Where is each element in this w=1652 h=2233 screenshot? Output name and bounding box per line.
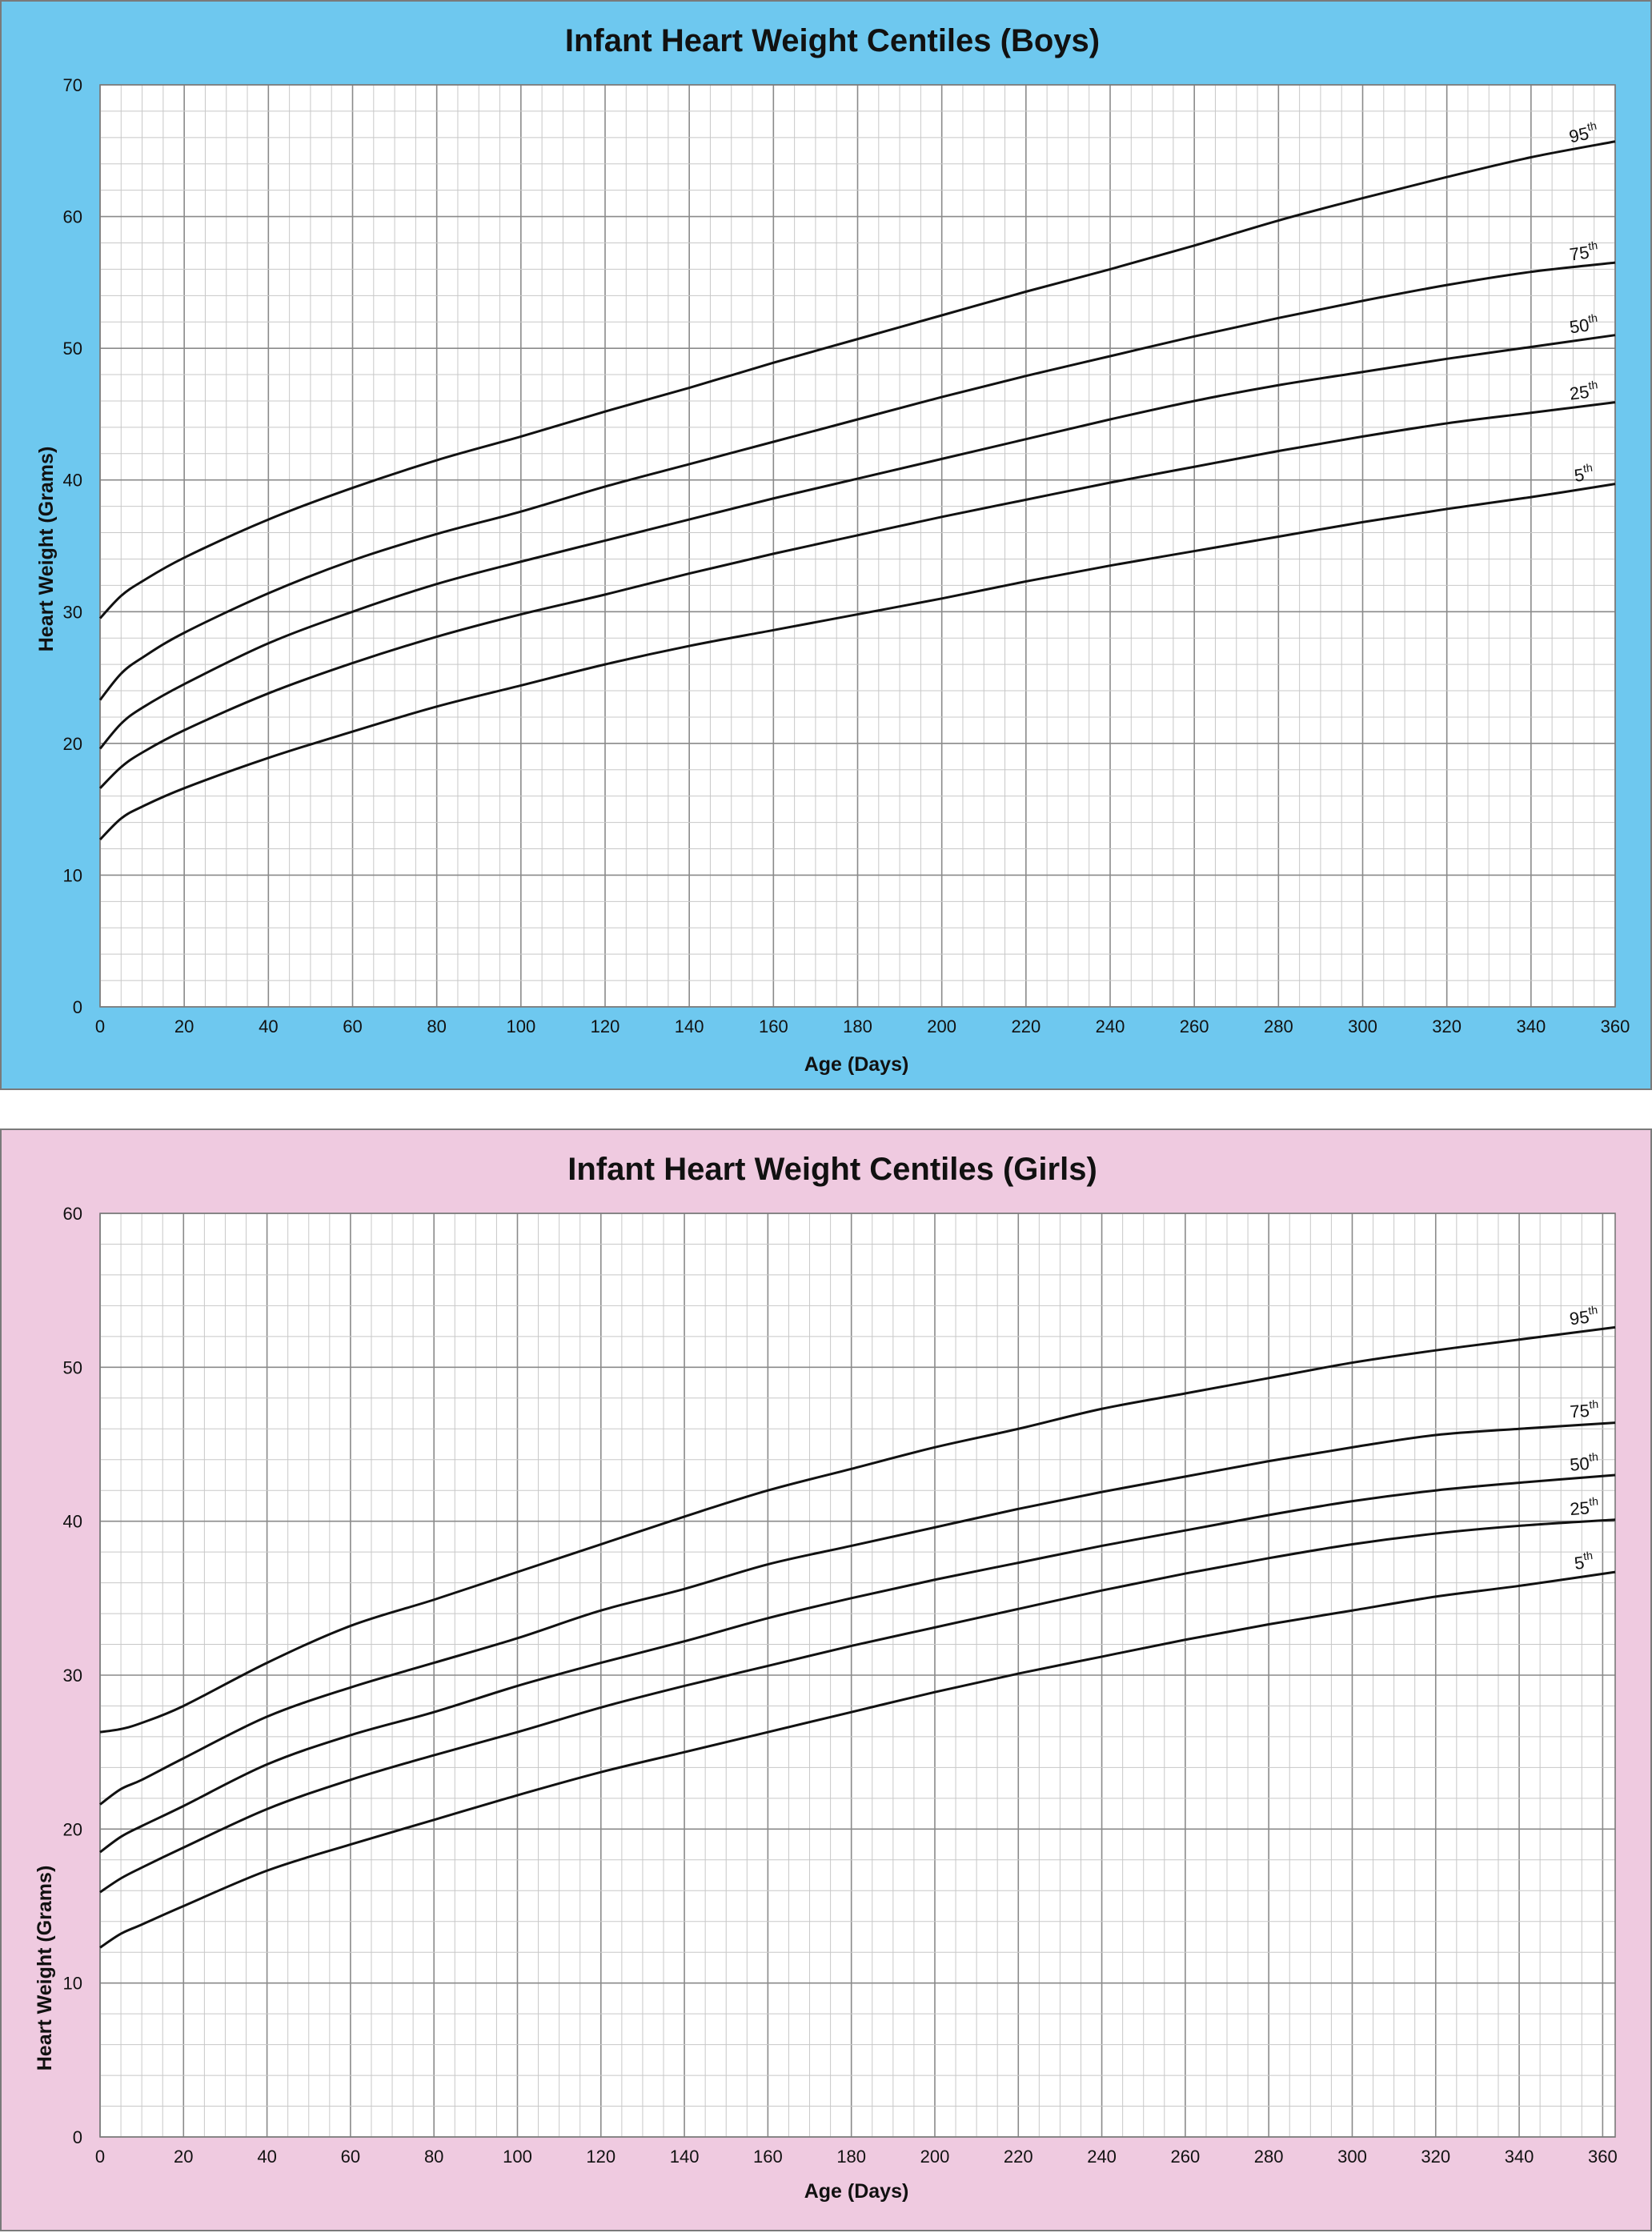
plot-border xyxy=(99,1213,1616,2138)
x-tick-label: 320 xyxy=(1432,1016,1462,1036)
series-line-95th xyxy=(98,140,1616,619)
x-tick-label: 260 xyxy=(1180,1016,1209,1036)
y-tick-label: 0 xyxy=(73,997,82,1017)
y-tick-label: 20 xyxy=(63,1819,82,1839)
y-tick-label: 10 xyxy=(63,865,82,885)
x-tick-label: 280 xyxy=(1264,1016,1293,1036)
y-tick-label: 30 xyxy=(63,602,82,622)
x-tick-label: 360 xyxy=(1588,2147,1618,2167)
x-tick-label: 0 xyxy=(95,2147,105,2167)
series-line-5th xyxy=(98,483,1616,841)
x-tick-label: 220 xyxy=(1011,1016,1041,1036)
x-tick-label: 360 xyxy=(1601,1016,1630,1036)
series-line-75th xyxy=(98,261,1616,701)
x-axis-title: Age (Days) xyxy=(804,1053,909,1076)
x-tick-label: 80 xyxy=(427,1016,446,1036)
x-tick-label: 120 xyxy=(586,2147,615,2167)
y-tick-label: 40 xyxy=(63,471,82,491)
x-tick-label: 100 xyxy=(506,1016,535,1036)
series-line-25th xyxy=(99,1518,1616,1894)
x-tick-label: 280 xyxy=(1254,2147,1284,2167)
boys-chart-panel: Infant Heart Weight Centiles (Boys) 0 20 4… xyxy=(0,0,1652,1090)
x-tick-label: 240 xyxy=(1087,2147,1117,2167)
x-tick-label: 300 xyxy=(1337,2147,1367,2167)
x-axis-title: Age (Days) xyxy=(804,2180,909,2203)
x-tick-label: 240 xyxy=(1096,1016,1125,1036)
x-tick-label: 140 xyxy=(675,1016,704,1036)
x-tick-label: 220 xyxy=(1004,2147,1033,2167)
girls-chart: Infant Heart Weight Centiles (Girls) 0 20… xyxy=(34,1152,1618,2203)
x-tick-label: 100 xyxy=(503,2147,532,2167)
series-lines xyxy=(99,1325,1616,1949)
x-tick-label: 160 xyxy=(759,1016,788,1036)
x-tick-label: 320 xyxy=(1421,2147,1450,2167)
y-axis-title: Heart Weight (Grams) xyxy=(35,447,58,652)
x-tick-label: 20 xyxy=(174,2147,193,2167)
chart-title: Infant Heart Weight Centiles (Girls) xyxy=(567,1152,1097,1187)
series-line-50th xyxy=(99,1473,1616,1854)
girls-chart-panel: Infant Heart Weight Centiles (Girls) 0 20… xyxy=(0,1129,1652,2231)
x-tick-label: 60 xyxy=(343,1016,362,1036)
y-tick-label: 70 xyxy=(63,75,82,95)
x-tick-label: 180 xyxy=(836,2147,866,2167)
x-tick-label: 60 xyxy=(341,2147,360,2167)
y-tick-label: 60 xyxy=(63,207,82,227)
plot-border xyxy=(99,84,1616,1008)
x-tick-label: 260 xyxy=(1171,2147,1201,2167)
x-tick-label: 160 xyxy=(753,2147,783,2167)
series-line-25th xyxy=(98,401,1616,789)
x-tick-label: 300 xyxy=(1348,1016,1377,1036)
boys-chart: Infant Heart Weight Centiles (Boys) 0 20 4… xyxy=(35,23,1630,1076)
x-tick-label: 0 xyxy=(95,1016,105,1036)
x-tick-label: 180 xyxy=(843,1016,872,1036)
x-tick-label: 340 xyxy=(1516,1016,1546,1036)
x-tick-label: 200 xyxy=(927,1016,956,1036)
x-tick-label: 40 xyxy=(259,1016,278,1036)
tick-labels: 0 20 40 60 80 100 120 140 160 180 200 220 240 260 280 3… xyxy=(63,1204,1618,2167)
series-lines xyxy=(98,140,1616,841)
y-tick-label: 50 xyxy=(63,339,82,359)
x-tick-label: 20 xyxy=(174,1016,194,1036)
x-tick-label: 140 xyxy=(670,2147,700,2167)
x-tick-label: 120 xyxy=(591,1016,620,1036)
series-line-50th xyxy=(98,334,1616,750)
centile-label-25th: 25th xyxy=(1569,1494,1599,1519)
x-tick-label: 200 xyxy=(920,2147,950,2167)
y-tick-label: 20 xyxy=(63,734,82,754)
y-tick-label: 30 xyxy=(63,1666,82,1686)
series-line-75th xyxy=(99,1421,1616,1806)
centile-label-5th: 5th xyxy=(1573,1549,1595,1574)
chart-title: Infant Heart Weight Centiles (Boys) xyxy=(565,23,1100,58)
tick-labels: 0 20 40 60 80 100 120 140 160 180 200 220 240 260 280 3… xyxy=(63,75,1630,1036)
x-tick-label: 80 xyxy=(424,2147,443,2167)
series-line-5th xyxy=(99,1570,1616,1949)
series-line-95th xyxy=(99,1325,1616,1734)
y-tick-label: 40 xyxy=(63,1512,82,1532)
x-tick-label: 340 xyxy=(1505,2147,1534,2167)
x-tick-label: 40 xyxy=(257,2147,276,2167)
y-tick-label: 60 xyxy=(63,1204,82,1224)
y-tick-label: 10 xyxy=(63,1974,82,1994)
y-tick-label: 50 xyxy=(63,1357,82,1377)
y-axis-title: Heart Weight (Grams) xyxy=(34,1866,56,2071)
grid xyxy=(99,1213,1616,2138)
grid xyxy=(99,84,1616,1008)
y-tick-label: 0 xyxy=(73,2127,82,2147)
